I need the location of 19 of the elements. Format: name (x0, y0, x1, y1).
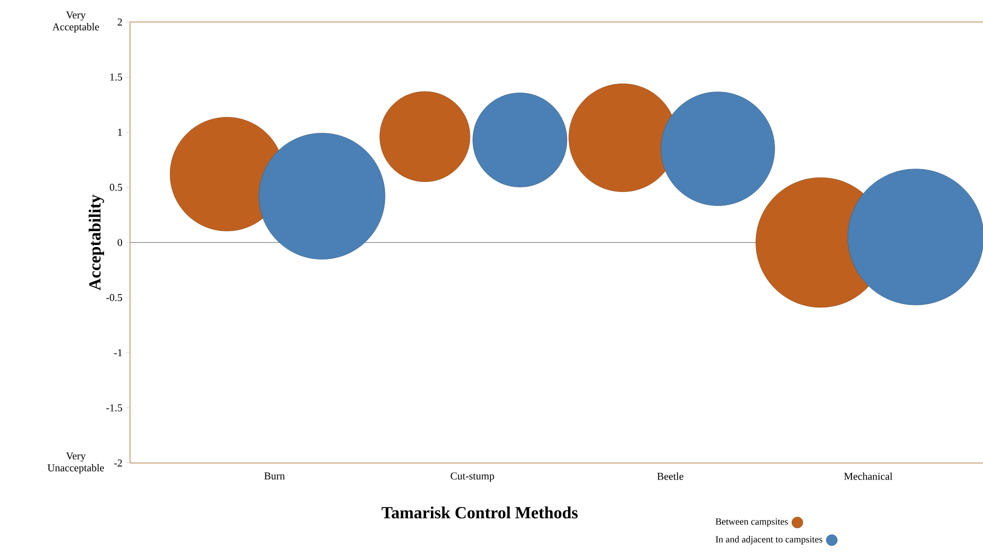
y-tick-label: 1 (118, 128, 122, 136)
text: Very Acceptable (52, 11, 99, 32)
y-tick-label: 1.5 (110, 74, 122, 81)
x-tick-label: Cut-stump (450, 472, 494, 482)
y-tick-label: 0.5 (110, 184, 122, 191)
x-tick-label: Beetle (657, 472, 684, 480)
y-tick-label: 0 (118, 238, 122, 246)
x-tick-label: Mechanical (844, 472, 892, 480)
y-tick-label: -2 (114, 460, 122, 466)
y-tick-label: -1.5 (106, 404, 122, 412)
y-tick-label: -0.5 (106, 294, 122, 302)
text: Very Unacceptable (48, 452, 104, 474)
legend-label: Between campsites (716, 518, 788, 527)
y-axis-title: Acceptability (88, 194, 104, 290)
y-tick-label: -1 (114, 349, 122, 356)
x-tick-label: Burn (264, 472, 285, 480)
legend-label: In and adjacent to campsites (716, 536, 822, 544)
y-tick-label: 2 (118, 18, 122, 26)
x-axis-title: Tamarisk Control Methods (382, 506, 578, 518)
